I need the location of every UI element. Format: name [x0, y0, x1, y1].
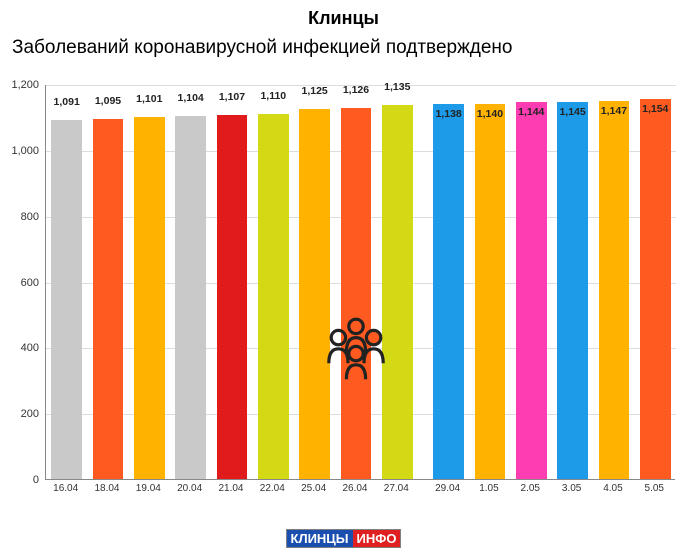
bar-group: 1,144: [511, 102, 552, 479]
bar-group: 1,154: [635, 99, 676, 479]
bar: [382, 105, 413, 479]
x-tick-label: 21.04: [218, 483, 243, 494]
bar-group: 1,125: [294, 109, 335, 479]
bar: [175, 116, 206, 479]
x-tick-label: 20.04: [177, 483, 202, 494]
bar: [557, 102, 588, 479]
bar-group: 1,104: [170, 116, 211, 479]
bar-value-label: 1,145: [559, 106, 585, 118]
bar-group: 1,107: [211, 115, 252, 479]
bar-group: 1,110: [253, 114, 294, 479]
bar-group: 1,091: [46, 120, 87, 479]
bar: [258, 114, 289, 479]
x-tick-label: 26.04: [342, 483, 367, 494]
bar-group: 1,101: [129, 117, 170, 479]
bar: [134, 117, 165, 479]
bar: [51, 120, 82, 479]
y-tick-label: 400: [0, 342, 39, 354]
page-title: Клинцы: [0, 0, 687, 29]
bar-value-label: 1,135: [384, 81, 410, 93]
y-tick-label: 800: [0, 211, 39, 223]
bar: [475, 104, 506, 479]
y-tick-label: 1,200: [0, 79, 39, 91]
bar-value-label: 1,107: [219, 91, 245, 103]
x-tick-label: 4.05: [603, 483, 622, 494]
x-tick-label: 3.05: [562, 483, 581, 494]
x-tick-label: 18.04: [94, 483, 119, 494]
bar-value-label: 1,138: [435, 108, 461, 120]
x-tick-label: 16.04: [53, 483, 78, 494]
bar-group: 1,126: [335, 108, 376, 479]
bar-value-label: 1,095: [95, 95, 121, 107]
bar: [299, 109, 330, 479]
bar-value-label: 1,144: [518, 106, 544, 118]
bar-value-label: 1,101: [136, 93, 162, 105]
source-logo: КЛИНЦЫ ИНФО: [286, 529, 402, 548]
chart-subtitle: Заболеваний коронавирусной инфекцией под…: [0, 29, 687, 59]
bar-group: 1,147: [593, 101, 634, 479]
bar-value-label: 1,125: [301, 85, 327, 97]
bar: [217, 115, 248, 479]
bar-value-label: 1,147: [601, 105, 627, 117]
x-tick-label: 2.05: [521, 483, 540, 494]
bar-value-label: 1,140: [477, 108, 503, 120]
bar: [516, 102, 547, 479]
x-tick-label: 5.05: [645, 483, 664, 494]
x-tick-label: 27.04: [384, 483, 409, 494]
bar: [433, 104, 464, 479]
bar-group: 1,138: [428, 104, 469, 479]
bar-value-label: 1,110: [260, 90, 286, 102]
bar-value-label: 1,091: [54, 96, 80, 108]
bar-value-label: 1,126: [343, 84, 369, 96]
y-tick-label: 600: [0, 277, 39, 289]
bar-group: 1,095: [87, 119, 128, 479]
logo-right: ИНФО: [353, 530, 401, 547]
x-tick-label: 29.04: [435, 483, 460, 494]
bar: [93, 119, 124, 479]
x-tick-label: 19.04: [136, 483, 161, 494]
x-tick-label: 1.05: [479, 483, 498, 494]
bar-value-label: 1,104: [178, 92, 204, 104]
bar-group: 1,145: [552, 102, 593, 479]
plot-area: 1,0911,0951,1011,1041,1071,1101,1251,126…: [45, 85, 675, 480]
y-tick-label: 1,000: [0, 145, 39, 157]
bar: [341, 108, 372, 479]
y-tick-label: 0: [0, 474, 39, 486]
bar: [599, 101, 630, 479]
y-tick-label: 200: [0, 408, 39, 420]
bars-container: 1,0911,0951,1011,1041,1071,1101,1251,126…: [46, 84, 676, 479]
x-tick-label: 22.04: [260, 483, 285, 494]
bar-group: 1,140: [469, 104, 510, 479]
logo-left: КЛИНЦЫ: [287, 530, 353, 547]
x-tick-label: 25.04: [301, 483, 326, 494]
bar-chart: 1,0911,0951,1011,1041,1071,1101,1251,126…: [45, 85, 675, 500]
bar: [640, 99, 671, 479]
bar-group: 1,135: [377, 105, 418, 479]
bar-value-label: 1,154: [642, 103, 668, 115]
